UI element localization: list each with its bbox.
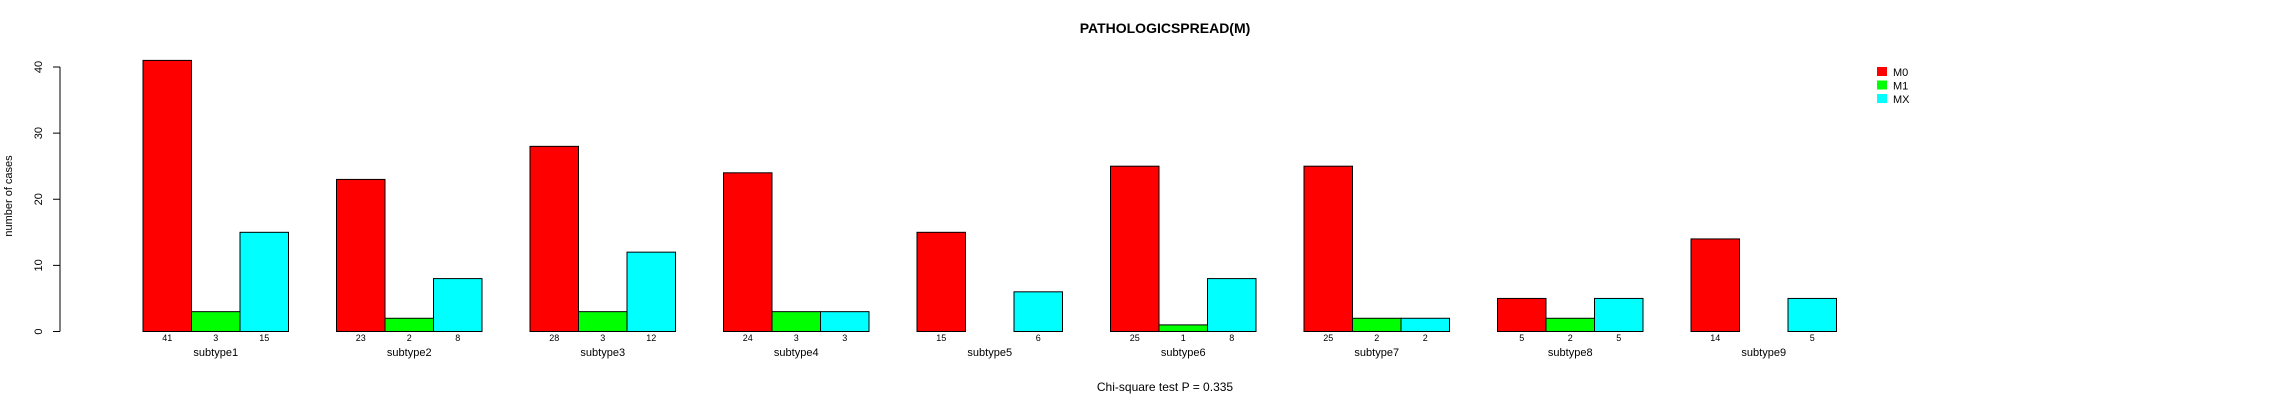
bar-subtype2-M1 bbox=[384, 317, 434, 332]
y-tick-label: 0 bbox=[33, 328, 45, 334]
category-label-subtype1: subtype1 bbox=[193, 347, 238, 359]
value-label-subtype2-MX: 8 bbox=[455, 333, 460, 343]
value-label-subtype8-M1: 2 bbox=[1568, 333, 1573, 343]
value-label-subtype3-MX: 12 bbox=[646, 333, 656, 343]
bar-subtype3-MX bbox=[626, 251, 676, 332]
category-label-subtype5: subtype5 bbox=[967, 347, 1012, 359]
value-label-subtype6-M1: 1 bbox=[1181, 333, 1186, 343]
value-label-subtype1-M0: 41 bbox=[162, 333, 172, 343]
value-label-subtype7-MX: 2 bbox=[1423, 333, 1428, 343]
value-label-subtype6-MX: 8 bbox=[1229, 333, 1234, 343]
bar-subtype3-M0 bbox=[529, 145, 579, 332]
legend-label-MX: MX bbox=[1893, 94, 1910, 106]
value-label-subtype5-M0: 15 bbox=[936, 333, 946, 343]
category-label-subtype7: subtype7 bbox=[1354, 347, 1399, 359]
bar-subtype8-MX bbox=[1594, 297, 1644, 332]
bar-subtype8-M0 bbox=[1497, 297, 1547, 332]
bar-subtype9-M0 bbox=[1690, 238, 1740, 332]
bar-subtype7-M0 bbox=[1303, 165, 1353, 332]
value-label-subtype6-M0: 25 bbox=[1130, 333, 1140, 343]
value-label-subtype3-M0: 28 bbox=[549, 333, 559, 343]
legend-swatch-MX bbox=[1877, 94, 1887, 103]
category-label-subtype6: subtype6 bbox=[1161, 347, 1206, 359]
value-label-subtype4-M0: 24 bbox=[743, 333, 753, 343]
bar-subtype4-M0 bbox=[723, 172, 773, 332]
value-label-subtype2-M1: 2 bbox=[407, 333, 412, 343]
bar-subtype6-M1 bbox=[1158, 324, 1208, 333]
y-tick-label: 10 bbox=[33, 259, 45, 271]
bar-subtype9-MX bbox=[1787, 297, 1837, 332]
legend-swatch-M1 bbox=[1877, 80, 1887, 90]
chi-square-footer: Chi-square test P = 0.335 bbox=[1097, 380, 1234, 394]
value-label-subtype1-M1: 3 bbox=[213, 333, 218, 343]
bar-subtype4-M1 bbox=[771, 311, 821, 333]
y-axis-label: number of cases bbox=[3, 155, 15, 237]
value-label-subtype1-MX: 15 bbox=[259, 333, 269, 343]
value-label-subtype4-MX: 3 bbox=[842, 333, 847, 343]
bar-subtype2-M0 bbox=[336, 178, 386, 332]
bar-subtype2-MX bbox=[433, 278, 483, 333]
bar-subtype5-M0 bbox=[916, 231, 966, 332]
bar-subtype1-M1 bbox=[191, 311, 241, 333]
value-label-subtype8-MX: 5 bbox=[1616, 333, 1621, 343]
category-label-subtype9: subtype9 bbox=[1741, 347, 1786, 359]
category-label-subtype3: subtype3 bbox=[580, 347, 625, 359]
value-label-subtype2-M0: 23 bbox=[356, 333, 366, 343]
value-label-subtype3-M1: 3 bbox=[600, 333, 605, 343]
bar-subtype5-MX bbox=[1013, 291, 1063, 333]
bar-subtype6-M0 bbox=[1110, 165, 1160, 332]
bar-subtype7-MX bbox=[1400, 317, 1450, 332]
legend-swatch-M0 bbox=[1877, 67, 1887, 76]
y-tick-label: 30 bbox=[33, 127, 45, 139]
chart-title: PATHOLOGICSPREAD(M) bbox=[1080, 20, 1251, 36]
y-axis: 0 10 20 30 40 bbox=[33, 61, 61, 335]
category-label-subtype8: subtype8 bbox=[1548, 347, 1593, 359]
bar-subtype1-M0 bbox=[142, 59, 192, 332]
y-tick-label: 20 bbox=[33, 193, 45, 205]
value-label-subtype4-M1: 3 bbox=[794, 333, 799, 343]
bar-subtype3-M1 bbox=[578, 311, 628, 333]
legend-label-M1: M1 bbox=[1893, 81, 1908, 93]
category-label-subtype4: subtype4 bbox=[774, 347, 819, 359]
bar-subtype1-MX bbox=[239, 231, 289, 332]
bar-subtype4-MX bbox=[820, 311, 870, 333]
category-label-subtype2: subtype2 bbox=[387, 347, 432, 359]
legend-label-M0: M0 bbox=[1893, 67, 1908, 79]
value-label-subtype8-M0: 5 bbox=[1519, 333, 1524, 343]
value-label-subtype7-M1: 2 bbox=[1374, 333, 1379, 343]
category-labels: subtype1 subtype2 subtype3 subtype4 subtype5… bbox=[193, 347, 1786, 359]
bar-subtype6-MX bbox=[1207, 278, 1257, 333]
bar-subtype7-M1 bbox=[1352, 317, 1402, 332]
value-label-subtype5-MX: 6 bbox=[1036, 333, 1041, 343]
value-label-subtype7-M0: 25 bbox=[1323, 333, 1333, 343]
bars bbox=[142, 59, 1837, 333]
bar-subtype8-M1 bbox=[1545, 317, 1595, 332]
value-label-subtype9-M0: 14 bbox=[1710, 333, 1720, 343]
value-label-subtype9-MX: 5 bbox=[1810, 333, 1815, 343]
value-labels: 41 3 15 23 2 8 28 3 12 24 3 3 15 6 25 1 8 25 2 2 5 2 5 14 5 bbox=[162, 333, 1815, 343]
y-tick-label: 40 bbox=[33, 61, 45, 73]
